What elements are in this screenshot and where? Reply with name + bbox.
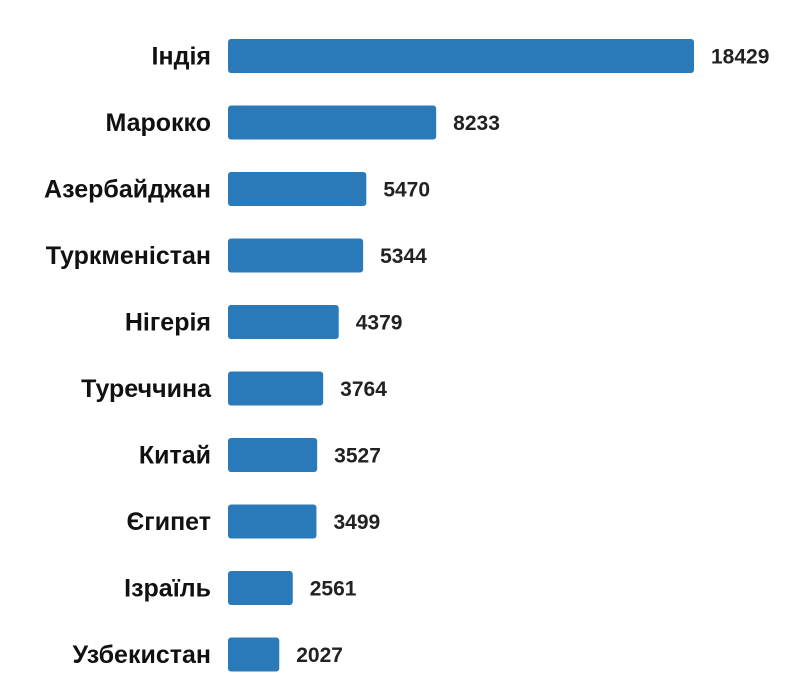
category-label: Туркменістан (46, 242, 211, 270)
value-label: 2027 (296, 644, 343, 667)
category-label: Марокко (105, 109, 211, 137)
bar (228, 238, 364, 273)
category-label: Єгипет (127, 508, 212, 536)
bar (228, 438, 318, 472)
value-label: 5344 (380, 245, 427, 268)
category-label: Китай (139, 442, 211, 470)
category-label: Узбекистан (73, 641, 212, 669)
value-label: 8233 (453, 112, 500, 135)
value-label: 2561 (310, 578, 357, 601)
bar (228, 39, 694, 73)
category-label: Ізраїль (124, 575, 211, 603)
category-label: Індія (152, 43, 211, 71)
bar (228, 571, 293, 605)
bar (228, 504, 317, 539)
value-label: 3764 (340, 378, 387, 401)
bar (228, 105, 437, 140)
value-label: 4379 (356, 312, 403, 335)
bar (228, 637, 280, 672)
category-label: Азербайджан (44, 176, 211, 204)
value-label: 5470 (383, 179, 430, 202)
value-label: 3499 (333, 511, 380, 534)
category-label: Нігерія (125, 309, 211, 337)
bar (228, 305, 339, 339)
category-label: Туреччина (81, 375, 212, 403)
bar (228, 172, 367, 206)
value-label: 3527 (334, 445, 381, 468)
value-label: 18429 (711, 46, 769, 69)
bar (228, 371, 324, 406)
